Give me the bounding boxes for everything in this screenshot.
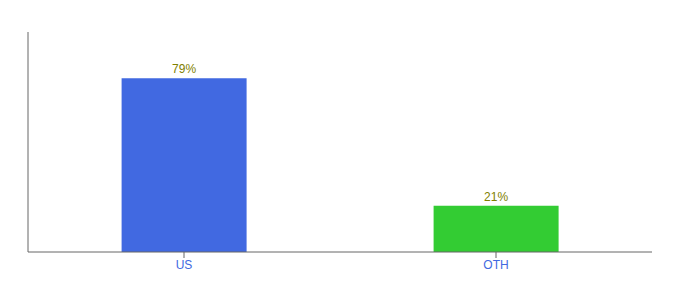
- svg-text:OTH: OTH: [483, 258, 508, 272]
- svg-text:US: US: [176, 258, 193, 272]
- svg-text:21%: 21%: [484, 190, 508, 204]
- svg-text:79%: 79%: [172, 62, 196, 76]
